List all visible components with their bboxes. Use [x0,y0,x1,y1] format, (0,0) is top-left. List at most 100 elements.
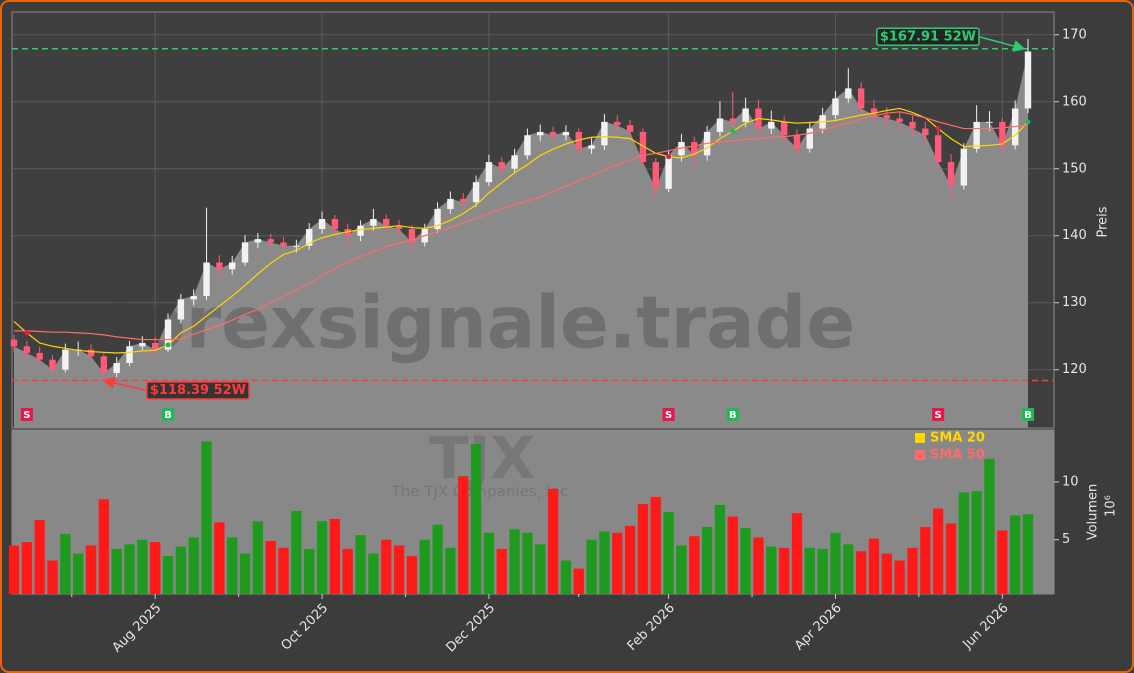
candle-body [652,162,659,189]
y-tick-label: 170 [1062,27,1087,42]
y-axis-label: Preis [1096,206,1111,237]
signal-label: S [665,410,672,421]
candle-body [806,128,814,149]
candle-body [280,242,287,246]
annotation-arrow [102,377,148,392]
candle-body [588,145,595,149]
volume-bar [291,510,302,594]
y-tick-label: 130 [1062,295,1087,310]
candle-body [986,121,993,123]
volume-bar [701,527,713,594]
volume-bar [830,532,841,594]
volume-bar [586,539,597,594]
candle-body [934,135,942,163]
volume-bar [162,555,174,594]
volume-bar [573,568,584,594]
candle-body [344,229,351,236]
legend-swatch [915,433,925,443]
legend-swatch [915,450,925,460]
candle-body [331,218,339,230]
candle-body [485,162,493,183]
candle-body [999,121,1006,146]
volume-bar [432,524,443,594]
volume-bar [201,441,212,594]
candle-body [845,88,852,99]
candle-body [139,342,146,347]
candle-body [228,262,236,270]
candle-body [947,162,955,186]
candle-body [909,121,916,129]
sma-line [13,107,1029,354]
candle-body [537,131,544,136]
candle-body [408,229,416,243]
volume-bar [958,492,969,594]
candle-body [254,239,262,243]
sma-line [14,111,1029,341]
volume-bar [1010,515,1021,594]
candle-body [216,262,223,270]
candle-body [768,121,775,129]
volume-bar [342,548,353,594]
volume-bar [778,547,790,594]
volume-y-tick-label: 10 [1062,474,1079,489]
volume-bar [933,508,944,594]
signal-box [662,408,675,421]
legend-label: SMA 50 [930,448,985,463]
volume-bar [868,538,880,594]
volume-title: TJX [429,424,535,492]
signal-box [932,408,945,421]
volume-bar [599,531,610,594]
volume-bar [997,530,1008,594]
candle-body [318,218,326,230]
volume-bar [689,536,700,594]
volume-y-tick-label: 5 [1062,532,1070,547]
volume-bar [227,537,238,594]
y-tick-label: 160 [1062,94,1087,109]
candle-body [357,225,364,236]
candle-body [447,198,454,209]
candle-body [639,131,647,163]
candle-body [832,98,839,116]
volume-bar [766,546,777,594]
volume-bar [676,545,687,594]
annotation-label: $167.91 52W [880,29,976,44]
candle-body [293,245,300,247]
y-tick-label: 140 [1062,228,1087,243]
volume-bar [637,503,649,594]
candle-body [883,115,891,119]
volume-bar [663,512,674,594]
candle-body [793,135,801,149]
volume-bar [316,521,328,594]
volume-bar [47,560,58,594]
volume-bar [419,539,430,594]
volume-bar [817,548,828,594]
volume-bar [612,532,623,594]
volume-bar [304,548,315,594]
volume-bar [483,532,495,594]
candle-body [691,141,698,156]
candle-body [626,125,634,132]
candle-body [780,121,788,136]
volume-bar [522,532,533,594]
legend-label: SMA 20 [930,431,985,446]
candle-body [241,242,249,263]
volume-bar [560,560,572,594]
candle-body [151,342,159,350]
volume-bar [496,548,507,594]
candle-body [896,118,903,122]
volume-bar [920,527,931,594]
candle-body [460,198,467,203]
volume-bar [509,529,520,594]
watermark: forexsignale.trade [105,281,855,365]
signal-dot [935,126,941,132]
candle-body [665,155,672,189]
volume-bar [856,551,867,594]
volume-scale-label: 10⁶ [1104,495,1119,517]
volume-bar [73,553,84,594]
candle-body [511,155,518,169]
candle-body [113,363,120,374]
y-tick-label: 120 [1062,362,1087,377]
candle-body [190,296,197,300]
volume-bar [714,505,726,594]
